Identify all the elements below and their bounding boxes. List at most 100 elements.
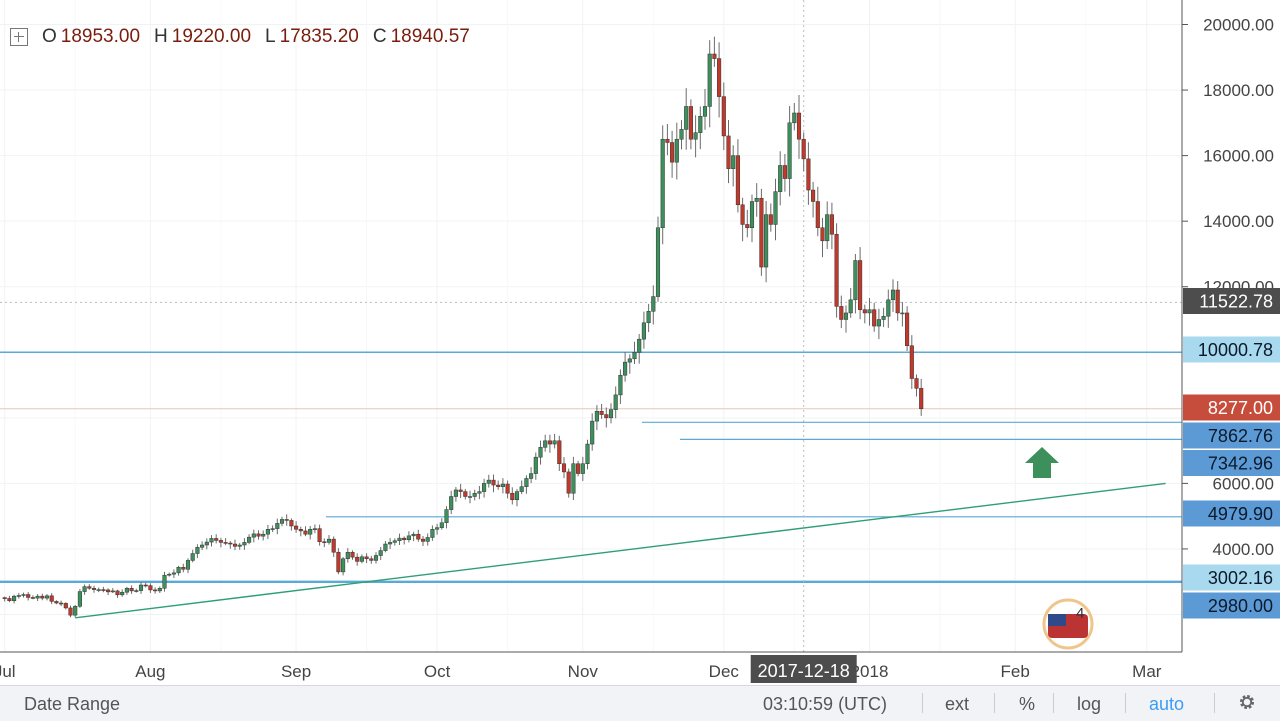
candle-up xyxy=(482,483,487,492)
candle-down xyxy=(336,551,341,573)
price-chart[interactable]: 4 4000.006000.0012000.0014000.0016000.00… xyxy=(0,0,1280,685)
x-tick-label: 2018 xyxy=(851,662,889,681)
crosshair-toggle-icon[interactable] xyxy=(10,28,28,46)
candle-down xyxy=(284,519,289,521)
candle-down xyxy=(801,138,806,160)
candle-down xyxy=(331,538,336,553)
chart-grid xyxy=(0,0,1182,652)
candle-up xyxy=(778,165,783,192)
candle-down xyxy=(68,607,73,616)
bottom-toolbar: Date Range 03:10:59 (UTC) ext % log auto xyxy=(0,685,1280,721)
candle-up xyxy=(867,309,872,314)
date-range-button[interactable]: Date Range xyxy=(24,694,121,714)
candle-up xyxy=(275,523,280,529)
candle-up xyxy=(12,595,17,601)
candle-down xyxy=(87,586,92,589)
log-toggle[interactable]: log xyxy=(1077,694,1102,714)
candle-up xyxy=(618,374,623,396)
candle-up xyxy=(82,586,87,592)
candle-down xyxy=(355,556,360,562)
candle-down xyxy=(806,158,811,191)
candle-down xyxy=(576,463,581,474)
price-tag-bg xyxy=(1183,592,1280,619)
candle-down xyxy=(599,411,604,415)
candle-up xyxy=(876,319,881,327)
candle-down xyxy=(909,345,914,379)
candle-up xyxy=(881,315,886,320)
candle-down xyxy=(30,597,35,599)
percent-toggle[interactable]: % xyxy=(1019,694,1036,714)
candle-up xyxy=(848,299,853,314)
y-tick-label: 18000.00 xyxy=(1203,81,1274,100)
candle-up xyxy=(524,478,529,487)
candle-up xyxy=(373,555,379,561)
ext-toggle[interactable]: ext xyxy=(945,694,970,714)
price-tag-label: 2980.00 xyxy=(1208,596,1273,616)
candle-up xyxy=(552,440,557,445)
high-label: H xyxy=(154,26,168,47)
candle-up xyxy=(472,492,477,497)
auto-scale-toggle[interactable]: auto xyxy=(1149,694,1185,714)
candle-down xyxy=(214,538,219,541)
candle-up xyxy=(702,106,708,117)
y-tick-label: 20000.00 xyxy=(1203,16,1274,35)
time-axis-ticks: Jul Aug Sep Oct Nov Dec 2018 Feb Mar xyxy=(0,653,1280,685)
candle-up xyxy=(500,483,505,487)
trendline[interactable] xyxy=(75,482,1166,619)
open-value: 18953.00 xyxy=(60,26,141,47)
price-tag-label: 10000.78 xyxy=(1198,340,1273,360)
candle-down xyxy=(63,603,68,609)
candle-down xyxy=(101,589,106,591)
candle-up xyxy=(594,411,599,422)
low-value: 17835.20 xyxy=(279,26,359,47)
up-arrow-annotation[interactable] xyxy=(1025,447,1059,478)
separator xyxy=(1125,693,1126,713)
candle-down xyxy=(40,595,45,599)
candle-up xyxy=(425,537,430,542)
candle-up xyxy=(792,112,797,124)
candle-down xyxy=(782,165,787,179)
candle-down xyxy=(294,525,299,530)
event-badge[interactable]: 4 xyxy=(1042,598,1094,650)
candle-down xyxy=(862,309,867,314)
candle-down xyxy=(322,541,327,543)
price-tag-bg xyxy=(1183,450,1280,476)
candle-up xyxy=(167,573,172,576)
candle-up xyxy=(613,394,618,410)
candle-up xyxy=(825,214,830,242)
candle-up xyxy=(519,486,524,492)
candle-down xyxy=(148,585,153,591)
candle-up xyxy=(120,591,125,596)
candle-up xyxy=(134,590,139,592)
timezone-clock[interactable]: 03:10:59 (UTC) xyxy=(763,694,888,714)
y-tick-label: 16000.00 xyxy=(1203,147,1274,166)
candle-down xyxy=(745,224,750,228)
price-tag-bg xyxy=(1183,336,1280,363)
price-tag-label: 7342.96 xyxy=(1208,454,1273,474)
candle-up xyxy=(641,322,646,340)
candle-up xyxy=(754,197,759,202)
axis-corner xyxy=(1183,653,1280,685)
price-tag-label: 8277.00 xyxy=(1208,398,1273,418)
flag-canton xyxy=(1048,614,1066,626)
candle-up xyxy=(853,260,858,301)
candle-up xyxy=(843,312,849,320)
candle-up xyxy=(886,299,891,317)
candle-up xyxy=(195,547,200,554)
candle-up xyxy=(378,550,383,556)
candle-down xyxy=(232,543,238,547)
candle-up xyxy=(637,338,642,353)
candle-down xyxy=(402,537,407,541)
x-tick-label: Mar xyxy=(1132,662,1162,681)
crosshair-date-label: 2017-12-18 xyxy=(750,655,857,683)
candle-up xyxy=(693,132,698,140)
candle-down xyxy=(717,58,722,97)
candle-up xyxy=(449,496,454,510)
candle-up xyxy=(341,558,346,573)
candle-down xyxy=(820,227,825,242)
gear-icon[interactable] xyxy=(1236,691,1258,713)
candle-up xyxy=(679,129,684,140)
candle-up xyxy=(538,447,543,458)
candle-down xyxy=(759,197,764,268)
candle-up xyxy=(486,479,491,484)
